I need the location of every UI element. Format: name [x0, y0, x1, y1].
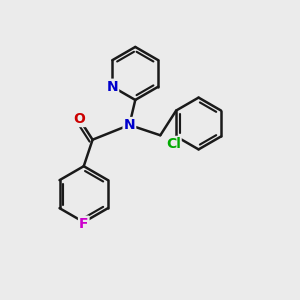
Text: N: N	[106, 80, 118, 94]
Text: F: F	[79, 217, 88, 231]
Text: Cl: Cl	[166, 137, 181, 151]
Text: N: N	[124, 118, 135, 132]
Text: O: O	[74, 112, 85, 126]
